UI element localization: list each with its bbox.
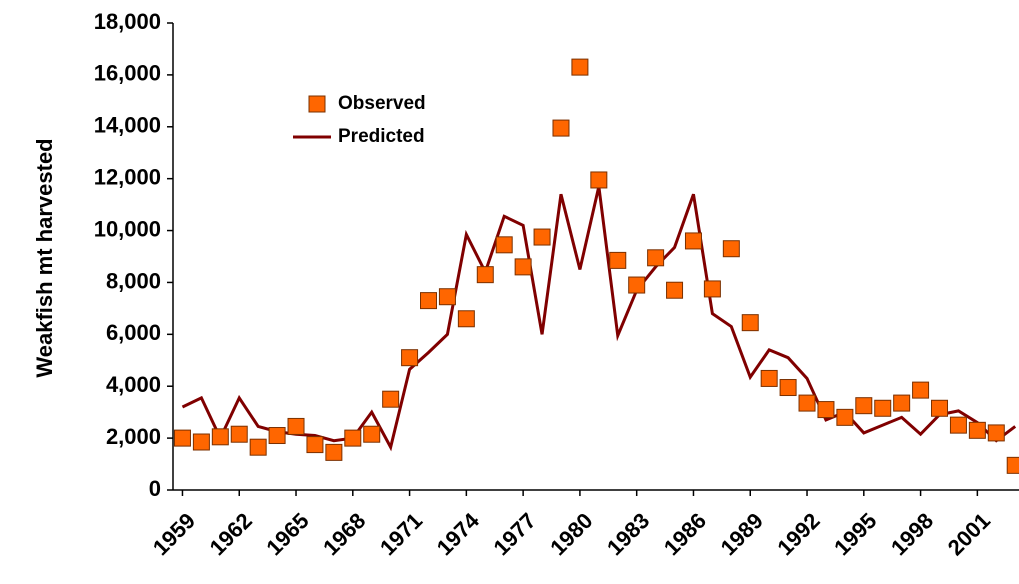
observed-marker <box>211 428 229 446</box>
observed-marker <box>1006 456 1019 474</box>
observed-marker <box>874 399 892 417</box>
y-tick-label: 8,000 <box>106 268 161 293</box>
observed-marker <box>268 427 286 445</box>
y-tick-label: 16,000 <box>94 61 161 86</box>
x-tick-label: 1968 <box>318 508 370 560</box>
observed-marker <box>476 266 494 284</box>
y-tick-label: 6,000 <box>106 320 161 345</box>
observed-marker <box>495 236 513 254</box>
observed-marker <box>249 438 267 456</box>
x-tick-label: 2001 <box>943 508 995 560</box>
x-tick-label: 1983 <box>602 508 654 560</box>
observed-marker <box>931 399 949 417</box>
y-tick-label: 12,000 <box>94 164 161 189</box>
observed-marker <box>306 436 324 454</box>
observed-marker <box>968 421 986 439</box>
observed-marker <box>703 280 721 298</box>
observed-marker <box>230 425 248 443</box>
x-tick-label: 1986 <box>659 508 711 560</box>
x-tick-label: 1965 <box>261 508 313 560</box>
y-tick-label: 2,000 <box>106 424 161 449</box>
y-tick-label: 4,000 <box>106 372 161 397</box>
observed-marker <box>344 429 362 447</box>
x-tick-label: 1989 <box>716 508 768 560</box>
x-tick-label: 1962 <box>205 508 257 560</box>
observed-marker <box>949 416 967 434</box>
x-tick-label: 1995 <box>829 508 881 560</box>
observed-marker <box>173 429 191 447</box>
observed-marker <box>722 240 740 258</box>
observed-marker <box>363 425 381 443</box>
x-tick-label: 1974 <box>432 507 485 560</box>
x-tick-label: 1971 <box>375 508 427 560</box>
x-tick-label: 1992 <box>772 508 824 560</box>
legend-label: Predicted <box>338 126 425 147</box>
observed-marker <box>420 292 438 310</box>
observed-marker <box>590 171 608 189</box>
y-tick-label: 14,000 <box>94 113 161 138</box>
x-tick-label: 1980 <box>545 508 597 560</box>
observed-marker <box>571 58 589 76</box>
observed-marker <box>192 433 210 451</box>
observed-marker <box>836 408 854 426</box>
observed-marker <box>552 119 570 137</box>
observed-marker <box>817 401 835 419</box>
observed-marker <box>628 276 646 294</box>
observed-marker <box>647 249 665 267</box>
observed-marker <box>287 417 305 435</box>
observed-marker <box>912 381 930 399</box>
observed-marker <box>779 379 797 397</box>
observed-marker <box>798 394 816 412</box>
observed-marker <box>514 258 532 276</box>
observed-marker <box>893 394 911 412</box>
legend-swatch <box>308 95 326 113</box>
observed-marker <box>325 443 343 461</box>
observed-marker <box>457 310 475 328</box>
observed-marker <box>666 281 684 299</box>
y-tick-label: 10,000 <box>94 216 161 241</box>
x-tick-label: 1977 <box>488 508 540 560</box>
observed-marker <box>987 424 1005 442</box>
observed-marker <box>438 288 456 306</box>
observed-marker <box>533 228 551 246</box>
x-tick-label: 1959 <box>148 508 200 560</box>
y-axis-title: Weakfish mt harvested <box>32 138 57 377</box>
legend-label: Observed <box>338 93 426 114</box>
observed-marker <box>741 314 759 332</box>
observed-marker <box>382 390 400 408</box>
y-tick-label: 0 <box>149 476 161 501</box>
observed-marker <box>760 369 778 387</box>
observed-marker <box>401 349 419 367</box>
y-tick-label: 18,000 <box>94 9 161 34</box>
observed-marker <box>855 397 873 415</box>
observed-marker <box>684 232 702 250</box>
observed-marker <box>609 251 627 269</box>
x-tick-label: 1998 <box>886 508 938 560</box>
